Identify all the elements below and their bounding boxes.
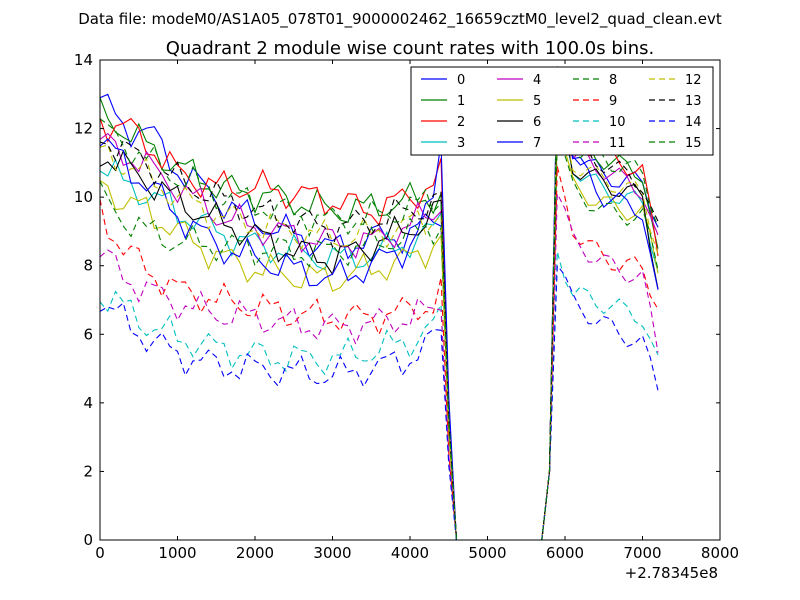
x-tick-label: 1000 — [158, 544, 196, 562]
legend-label-8: 8 — [609, 73, 617, 88]
x-tick-label: 6000 — [546, 544, 584, 562]
legend-label-2: 2 — [457, 115, 465, 130]
x-axis-offset-label: +2.78345e8 — [625, 564, 718, 582]
y-tick-label: 0 — [83, 531, 93, 549]
legend-label-12: 12 — [685, 73, 702, 88]
legend-label-1: 1 — [457, 94, 465, 109]
series-line-4 — [100, 93, 659, 540]
legend-label-4: 4 — [533, 73, 541, 88]
y-tick-label: 12 — [74, 120, 93, 138]
y-tick-label: 2 — [83, 462, 93, 480]
legend-box — [410, 66, 714, 156]
chart-title: Quadrant 2 module wise count rates with … — [166, 38, 655, 59]
legend-label-6: 6 — [533, 115, 541, 130]
axes-layer: 0 1000 2000 3000 4000 5000 6000 7000 80000246810… — [74, 51, 739, 562]
y-tick-label: 6 — [83, 325, 93, 343]
legend-label-14: 14 — [685, 115, 702, 130]
series-line-5 — [100, 132, 659, 540]
x-tick-label: 0 — [95, 544, 105, 562]
series-line-12 — [100, 94, 659, 540]
series-line-9 — [100, 166, 659, 540]
series-line-10 — [100, 251, 659, 540]
x-tick-label: 3000 — [313, 544, 351, 562]
y-tick-label: 4 — [83, 394, 93, 412]
series-line-14 — [100, 264, 659, 540]
series-line-3 — [100, 97, 659, 540]
series-line-11 — [100, 193, 659, 540]
legend-label-7: 7 — [533, 136, 541, 151]
y-tick-label: 8 — [83, 257, 93, 275]
x-tick-label: 2000 — [236, 544, 274, 562]
legend-label-5: 5 — [533, 94, 541, 109]
legend-label-10: 10 — [609, 115, 626, 130]
x-tick-label: 5000 — [468, 544, 506, 562]
y-tick-label: 10 — [74, 188, 93, 206]
x-tick-label: 8000 — [701, 544, 739, 562]
series-line-8 — [100, 138, 659, 540]
x-tick-label: 4000 — [391, 544, 429, 562]
x-tick-label: 7000 — [623, 544, 661, 562]
chart-suptitle: Data file: modeM0/AS1A05_078T01_90000024… — [78, 10, 722, 29]
legend-label-15: 15 — [685, 136, 702, 151]
y-tick-label: 14 — [74, 51, 93, 69]
legend-label-13: 13 — [685, 94, 702, 109]
legend-label-9: 9 — [609, 94, 617, 109]
legend-label-3: 3 — [457, 136, 465, 151]
legend-label-11: 11 — [609, 136, 626, 151]
legend-label-0: 0 — [457, 73, 465, 88]
